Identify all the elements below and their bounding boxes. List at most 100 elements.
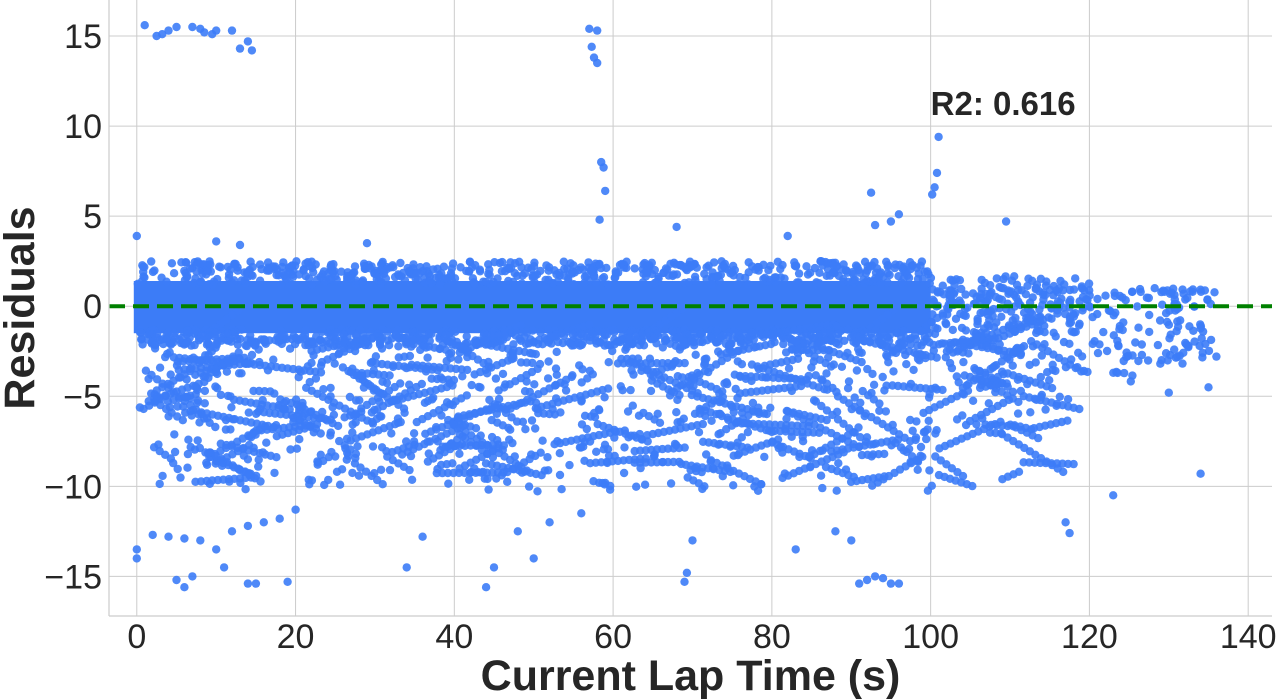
data-point bbox=[757, 480, 766, 489]
data-point bbox=[1106, 306, 1115, 316]
data-point bbox=[181, 393, 190, 402]
data-point bbox=[1028, 276, 1037, 285]
data-point bbox=[158, 335, 167, 344]
y-axis-title: Residuals bbox=[0, 206, 44, 409]
data-point bbox=[603, 458, 612, 468]
data-point bbox=[1014, 285, 1023, 295]
data-point bbox=[158, 471, 167, 481]
data-point bbox=[580, 411, 590, 420]
data-point bbox=[424, 449, 433, 458]
data-point bbox=[1173, 322, 1183, 331]
data-point bbox=[1196, 469, 1205, 478]
data-point bbox=[925, 389, 934, 399]
data-point bbox=[402, 363, 411, 373]
data-point bbox=[1051, 366, 1060, 376]
data-point bbox=[658, 343, 667, 352]
data-point bbox=[305, 480, 314, 489]
data-point bbox=[938, 385, 947, 395]
data-point bbox=[656, 375, 666, 384]
data-point bbox=[230, 260, 239, 269]
data-point bbox=[259, 518, 268, 527]
data-point bbox=[436, 373, 445, 382]
data-point bbox=[369, 366, 378, 375]
data-point bbox=[794, 269, 804, 278]
data-point bbox=[950, 280, 959, 289]
data-point bbox=[599, 335, 608, 344]
data-point bbox=[520, 269, 530, 278]
data-point bbox=[181, 339, 191, 348]
data-point bbox=[806, 463, 815, 472]
data-point bbox=[520, 332, 529, 341]
data-point bbox=[928, 310, 937, 319]
data-point bbox=[235, 44, 245, 53]
data-point bbox=[707, 416, 716, 425]
data-point bbox=[271, 336, 280, 345]
data-point bbox=[754, 364, 763, 374]
data-point bbox=[409, 429, 419, 438]
data-point bbox=[911, 435, 920, 445]
data-point bbox=[247, 46, 257, 55]
data-point bbox=[421, 367, 431, 376]
data-point bbox=[385, 465, 395, 475]
axes-frame bbox=[108, 0, 1272, 617]
data-point bbox=[256, 404, 265, 414]
data-point bbox=[327, 447, 336, 457]
data-point bbox=[448, 259, 458, 268]
data-point bbox=[383, 336, 392, 345]
data-point bbox=[706, 332, 715, 341]
data-point bbox=[687, 371, 697, 380]
data-point bbox=[679, 414, 688, 423]
data-point bbox=[790, 261, 800, 270]
data-point bbox=[587, 42, 596, 51]
data-point bbox=[405, 380, 414, 389]
data-point bbox=[1109, 491, 1118, 500]
data-point bbox=[672, 408, 681, 417]
data-point bbox=[340, 335, 349, 345]
data-point bbox=[784, 364, 794, 373]
data-point bbox=[591, 331, 600, 341]
data-point bbox=[437, 411, 446, 420]
data-point bbox=[1135, 284, 1145, 294]
data-point bbox=[243, 37, 253, 46]
data-point bbox=[883, 310, 892, 319]
data-point bbox=[997, 312, 1006, 321]
data-point bbox=[877, 329, 886, 338]
x-tick-label: 60 bbox=[594, 618, 632, 656]
data-point bbox=[1061, 518, 1070, 527]
data-point bbox=[508, 348, 517, 358]
data-point bbox=[1158, 300, 1167, 309]
data-point bbox=[961, 290, 970, 299]
data-point bbox=[506, 425, 515, 434]
data-point bbox=[733, 393, 742, 403]
data-point bbox=[348, 420, 357, 429]
data-point bbox=[344, 451, 353, 460]
data-point bbox=[1188, 287, 1197, 296]
data-point bbox=[547, 339, 556, 348]
data-point bbox=[144, 374, 153, 384]
data-point bbox=[1040, 340, 1049, 349]
data-point bbox=[326, 325, 335, 334]
data-point bbox=[533, 404, 542, 414]
data-point bbox=[276, 280, 286, 289]
data-point bbox=[931, 383, 940, 392]
data-point bbox=[1119, 356, 1128, 366]
data-point bbox=[553, 337, 563, 347]
data-point bbox=[517, 279, 527, 288]
data-point bbox=[475, 267, 485, 276]
data-point bbox=[202, 458, 211, 467]
data-point bbox=[628, 401, 637, 410]
data-point bbox=[311, 260, 320, 269]
data-point bbox=[1171, 353, 1181, 362]
data-point bbox=[377, 443, 387, 452]
data-point bbox=[585, 24, 594, 33]
data-point bbox=[984, 399, 993, 408]
data-point bbox=[621, 345, 630, 354]
data-point bbox=[324, 275, 334, 284]
data-point bbox=[132, 545, 141, 554]
data-point bbox=[533, 487, 542, 496]
data-point bbox=[853, 262, 862, 272]
data-point bbox=[332, 467, 342, 476]
y-tick-label: 5 bbox=[83, 198, 102, 236]
data-point bbox=[1073, 363, 1082, 372]
data-point bbox=[219, 563, 229, 572]
